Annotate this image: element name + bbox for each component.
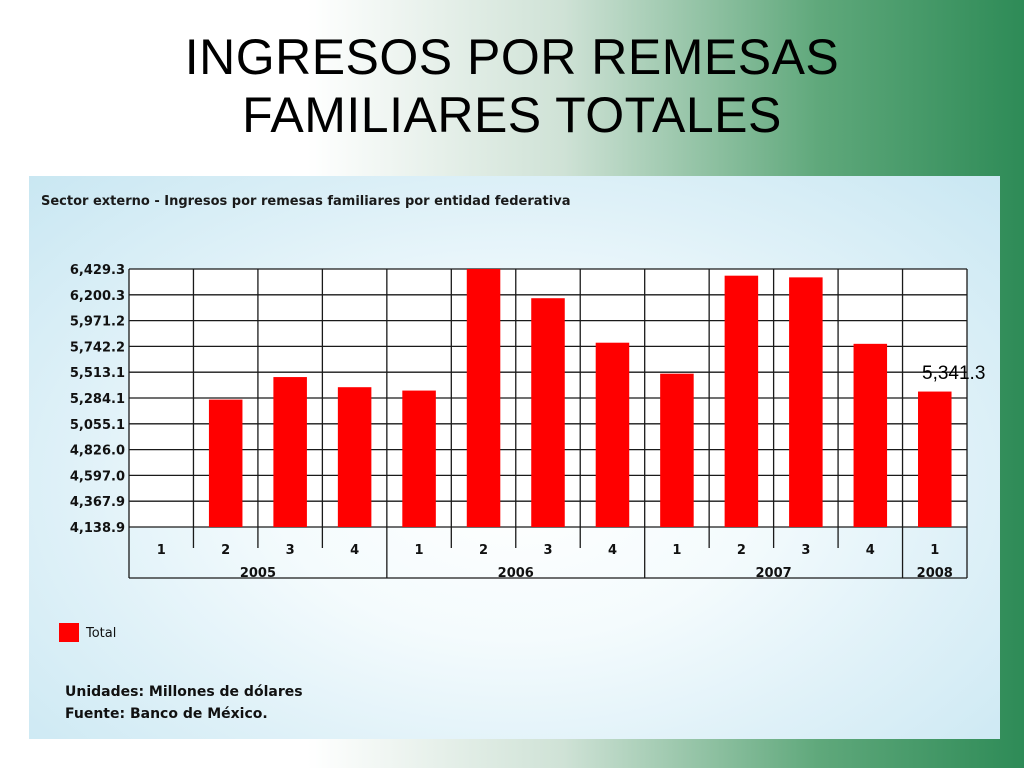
legend: Total [59,623,116,642]
bar-total [724,275,759,527]
y-tick-label: 4,367.9 [70,495,125,510]
chart-title: Sector externo - Ingresos por remesas fa… [41,194,570,209]
y-tick-label: 4,597.0 [70,469,125,484]
y-axis-ticks: 6,429.3 6,200.3 5,971.2 5,742.2 5,513.1 5,284… [70,263,125,536]
x-axis-categories: 2005 2006 2007 2008 1 2 3 4 1 2 3 4 1 2 3 4 1 [157,543,953,581]
bar-total [789,277,823,527]
legend-swatch-total [59,623,79,642]
slide-title-line1: INGRESOS POR REMESAS [184,29,840,85]
bar-total [337,387,372,527]
x-quarter-label: 2 [221,543,230,558]
y-tick-label: 6,200.3 [70,289,125,304]
value-annotation: 5,341.3 [922,363,986,384]
x-quarter-label: 4 [866,543,875,558]
bar-total [660,373,694,527]
slide-title: INGRESOS POR REMESAS FAMILIARES TOTALES [0,28,1024,144]
x-year-label: 2005 [240,566,276,581]
y-tick-label: 5,742.2 [70,340,125,355]
bar-total [208,399,243,527]
x-quarter-label: 1 [930,543,939,558]
y-tick-label: 5,284.1 [70,392,125,407]
y-tick-label: 5,055.1 [70,418,125,433]
x-quarter-label: 1 [672,543,681,558]
bar-total [466,269,501,527]
legend-label-total: Total [85,626,116,641]
x-year-label: 2008 [917,566,953,581]
y-tick-label: 6,429.3 [70,263,125,278]
chart-panel: Sector externo - Ingresos por remesas fa… [29,176,1000,739]
x-quarter-label: 3 [801,543,810,558]
x-quarter-label: 2 [479,543,488,558]
x-year-label: 2007 [756,566,792,581]
x-year-label: 2006 [498,566,534,581]
x-quarter-label: 3 [543,543,552,558]
bar-total [918,391,952,527]
bar-total [273,377,307,527]
x-quarter-label: 3 [286,543,295,558]
x-quarter-label: 4 [350,543,359,558]
source-note: Fuente: Banco de México. [65,706,268,722]
y-tick-label: 4,826.0 [70,444,125,459]
x-quarter-label: 1 [157,543,166,558]
bar-total [595,342,630,527]
bar-total [853,343,888,527]
y-tick-label: 5,513.1 [70,366,125,381]
bar-total [402,390,436,527]
x-quarter-label: 2 [737,543,746,558]
bar-total [531,298,565,527]
y-tick-label: 5,971.2 [70,315,125,330]
slide-title-line2: FAMILIARES TOTALES [242,87,782,143]
x-quarter-label: 4 [608,543,617,558]
bar-chart: Sector externo - Ingresos por remesas fa… [41,194,968,722]
x-quarter-label: 1 [415,543,424,558]
units-note: Unidades: Millones de dólares [65,684,303,700]
y-tick-label: 4,138.9 [70,521,125,536]
bars [208,269,952,527]
